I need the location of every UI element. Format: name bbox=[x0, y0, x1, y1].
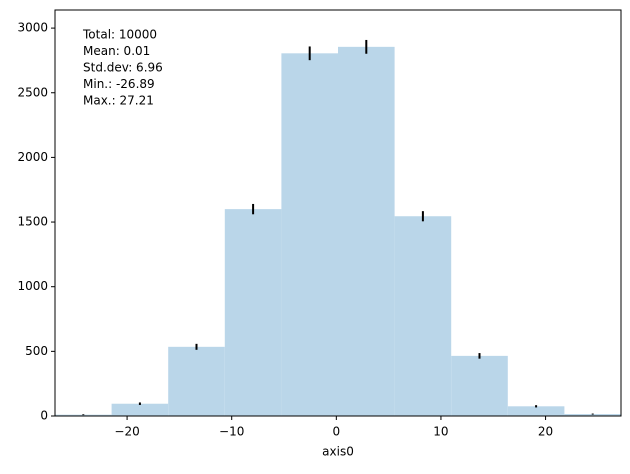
x-tick-label: 10 bbox=[433, 425, 448, 439]
y-tick-label: 2500 bbox=[17, 85, 48, 99]
plot-frame bbox=[54, 9, 622, 417]
x-tick-label: 20 bbox=[538, 425, 553, 439]
y-tick-label: 1000 bbox=[17, 279, 48, 293]
x-tick-label: −20 bbox=[114, 425, 139, 439]
y-tick-label: 1500 bbox=[17, 215, 48, 229]
x-tick-label: −10 bbox=[219, 425, 244, 439]
bar bbox=[338, 46, 395, 417]
annotation: Min.: -26.89 bbox=[83, 77, 155, 91]
bar bbox=[168, 346, 225, 416]
annotation: Std.dev: 6.96 bbox=[83, 61, 163, 75]
annotation: Mean: 0.01 bbox=[83, 44, 150, 58]
x-axis-label: axis0 bbox=[322, 445, 354, 459]
bar bbox=[55, 414, 112, 416]
annotation: Max.: 27.21 bbox=[83, 94, 154, 108]
y-tick-label: 500 bbox=[25, 344, 48, 358]
x-tick-label: 0 bbox=[333, 425, 341, 439]
bar bbox=[111, 403, 169, 416]
bar bbox=[507, 406, 565, 416]
bar bbox=[564, 414, 621, 416]
bar bbox=[224, 209, 282, 416]
bar bbox=[451, 355, 508, 416]
bar bbox=[281, 53, 338, 417]
bar bbox=[394, 216, 452, 416]
y-tick-label: 0 bbox=[40, 409, 48, 423]
y-tick-label: 2000 bbox=[17, 150, 48, 164]
y-tick-label: 3000 bbox=[17, 21, 48, 35]
annotation: Total: 10000 bbox=[82, 28, 157, 42]
